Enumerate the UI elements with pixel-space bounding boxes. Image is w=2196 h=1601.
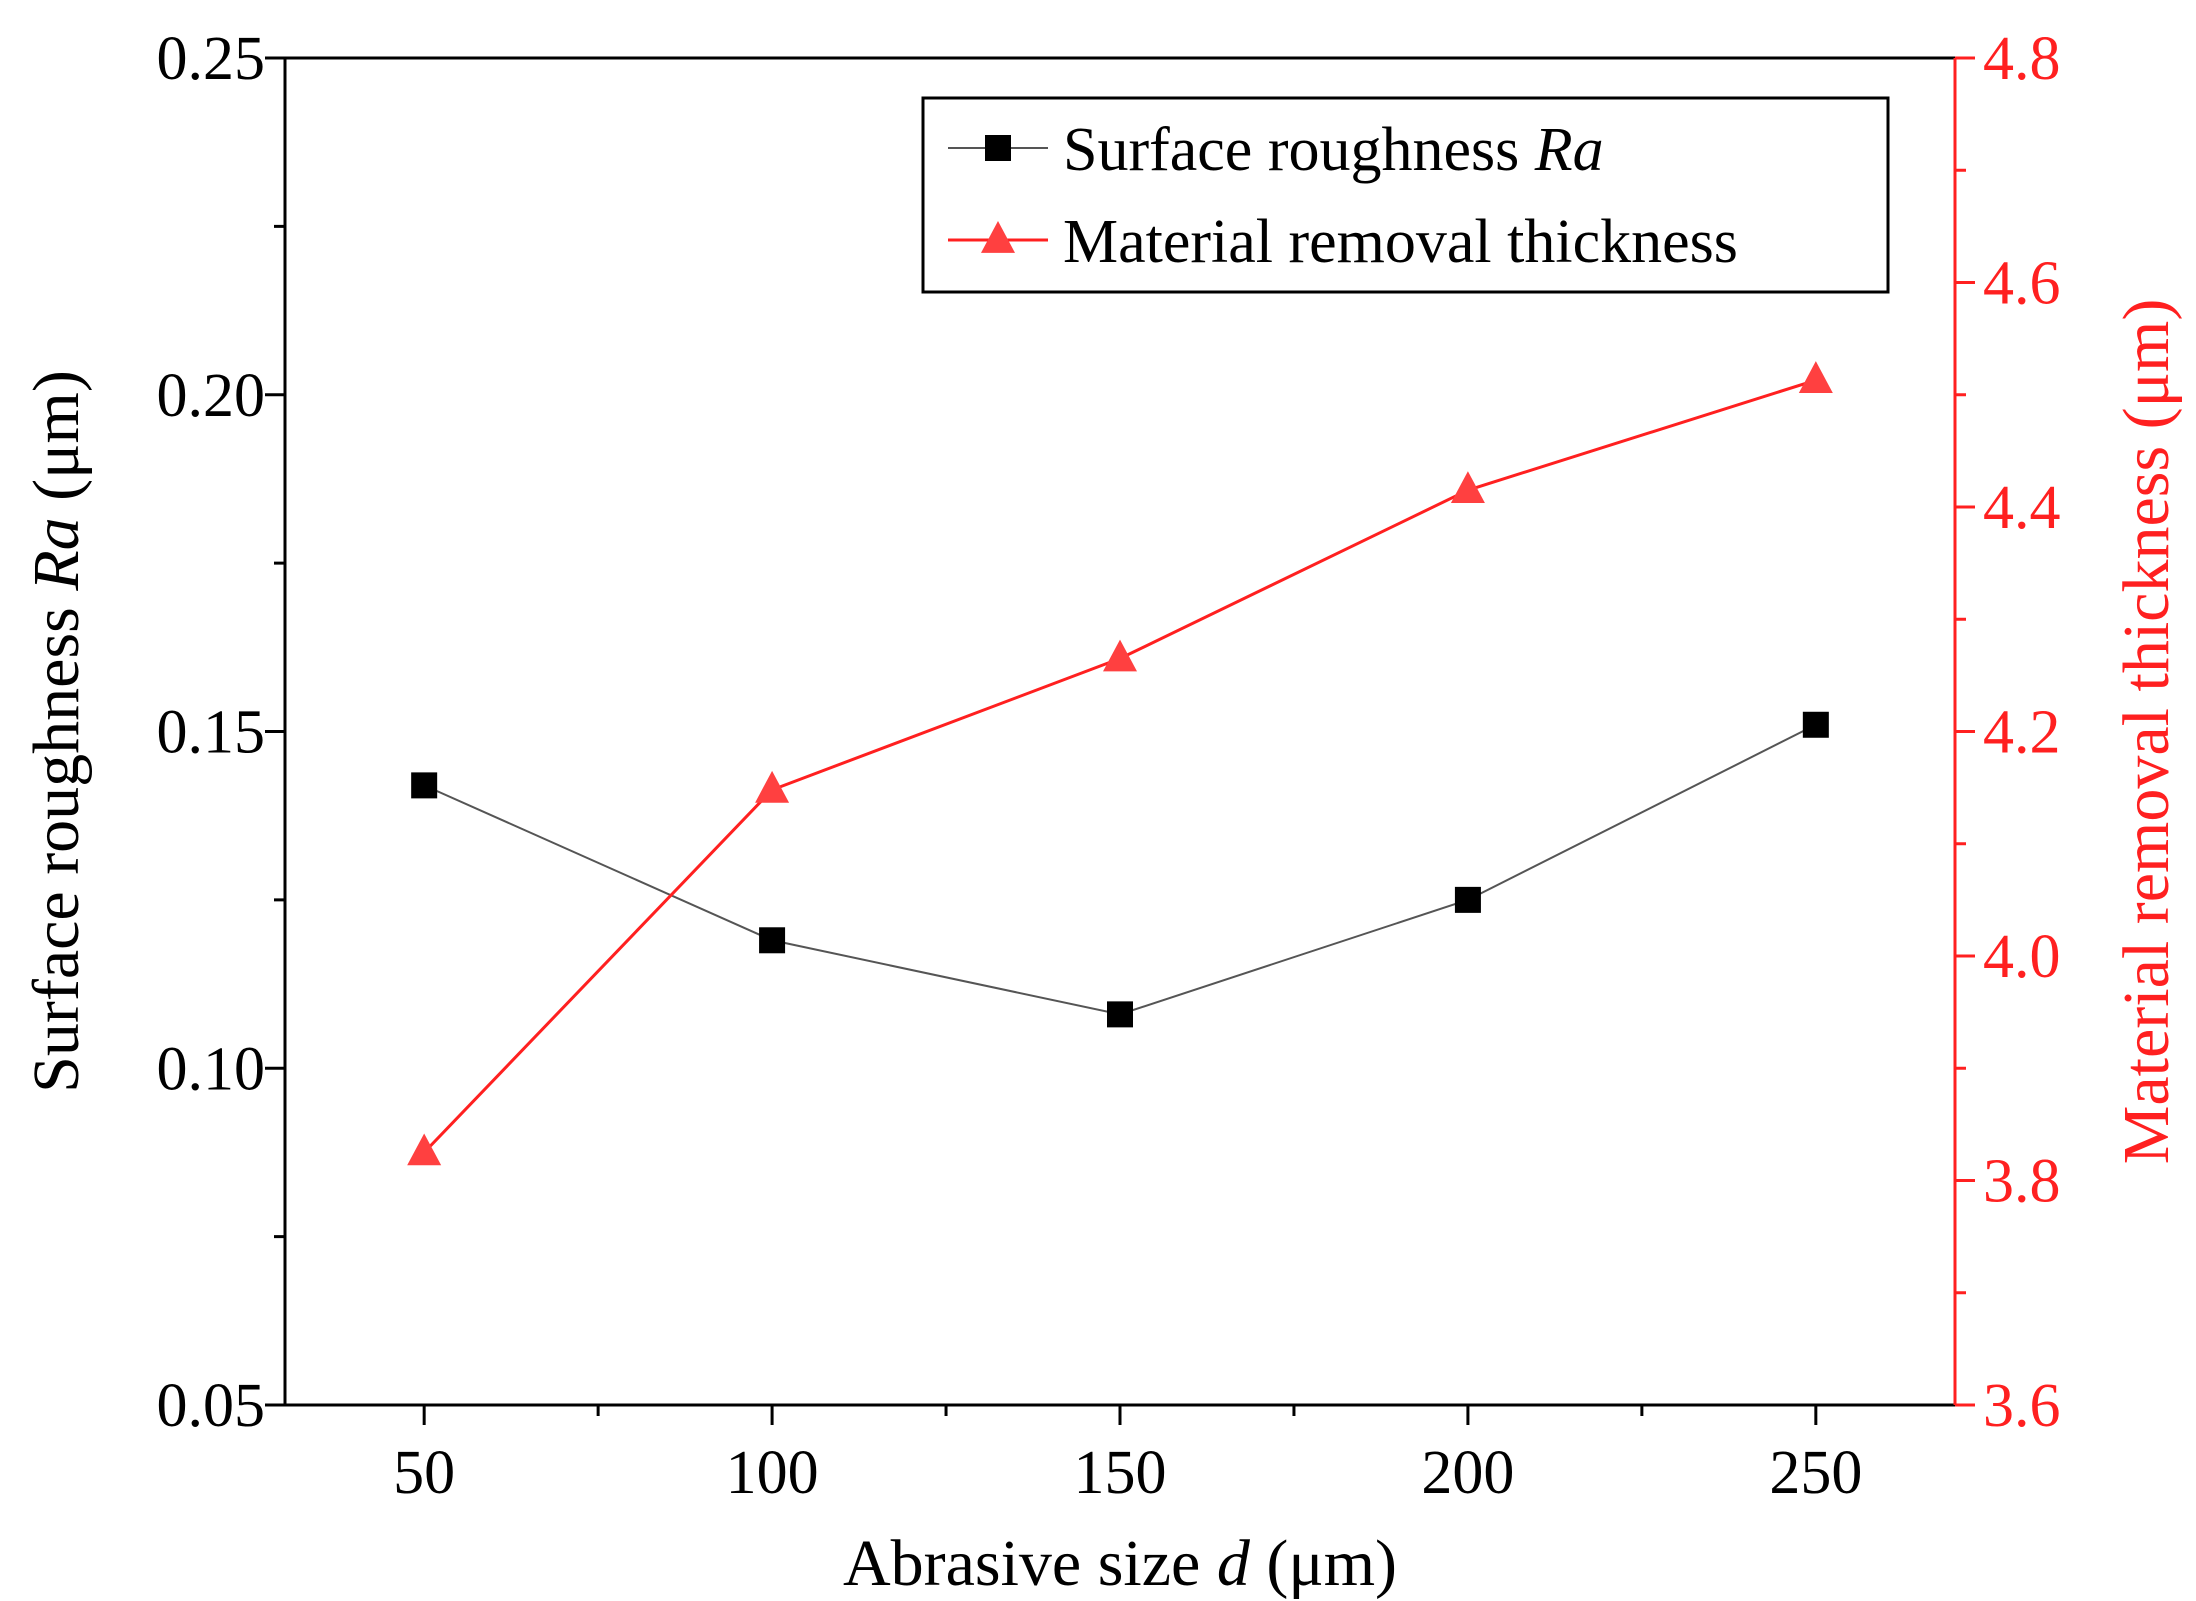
data-point-ra-0	[411, 772, 438, 799]
x-tick-label: 150	[1074, 1439, 1167, 1507]
data-point-mrt-3	[1450, 471, 1485, 504]
y-left-tick-label: 0.25	[157, 25, 266, 93]
y-right-tick-label: 3.6	[1983, 1372, 2061, 1440]
series-layer	[407, 361, 1833, 1166]
x-tick-label: 200	[1421, 1439, 1514, 1507]
x-tick-label: 50	[393, 1439, 455, 1507]
data-point-ra-3	[1454, 886, 1481, 913]
y-left-tick-label: 0.20	[157, 362, 266, 430]
y-left-tick-label: 0.10	[157, 1035, 266, 1103]
legend-box	[921, 96, 1890, 294]
y-right-tick-label: 4.6	[1983, 250, 2061, 318]
x-tick-label: 100	[726, 1439, 819, 1507]
data-point-ra-4	[1802, 711, 1829, 738]
y-left-axis-label: Surface roughness Ra (μm)	[20, 370, 93, 1093]
y-right-tick-label: 4.2	[1983, 699, 2061, 767]
series-line-1	[423, 378, 1817, 1154]
data-point-mrt-4	[1798, 361, 1833, 394]
y-right-tick-label: 4.0	[1983, 923, 2061, 991]
y-right-axis-label: Material removal thickness (μm)	[2110, 299, 2183, 1165]
y-right-tick-label: 4.8	[1983, 25, 2061, 93]
data-point-ra-2	[1107, 1001, 1133, 1028]
series-line-0	[423, 723, 1817, 1016]
legend-label-1: Material removal thickness	[1063, 208, 1738, 276]
legend-marker-ra	[985, 135, 1011, 161]
x-tick-label: 250	[1769, 1439, 1862, 1507]
y-right-tick-label: 4.4	[1983, 474, 2061, 542]
data-point-mrt-0	[407, 1133, 442, 1166]
axes-layer: 50 100 150 200 250 0.05 0.10 0.15 0.20 0.25 3.6 3.8…	[20, 25, 2183, 1600]
y-left-tick-label: 0.05	[157, 1372, 266, 1440]
data-point-mrt-1	[755, 770, 790, 803]
legend-marker-mrt	[981, 221, 1015, 253]
data-point-ra-1	[759, 927, 786, 954]
data-point-mrt-2	[1103, 639, 1137, 672]
x-axis-label: Abrasive size d (μm)	[843, 1527, 1397, 1600]
y-right-tick-label: 3.8	[1983, 1148, 2061, 1216]
legend-label-0: Surface roughness Ra	[1063, 116, 1604, 184]
y-left-tick-label: 0.15	[157, 699, 266, 767]
legend: Surface roughness Ra Material removal thi…	[921, 96, 1890, 294]
